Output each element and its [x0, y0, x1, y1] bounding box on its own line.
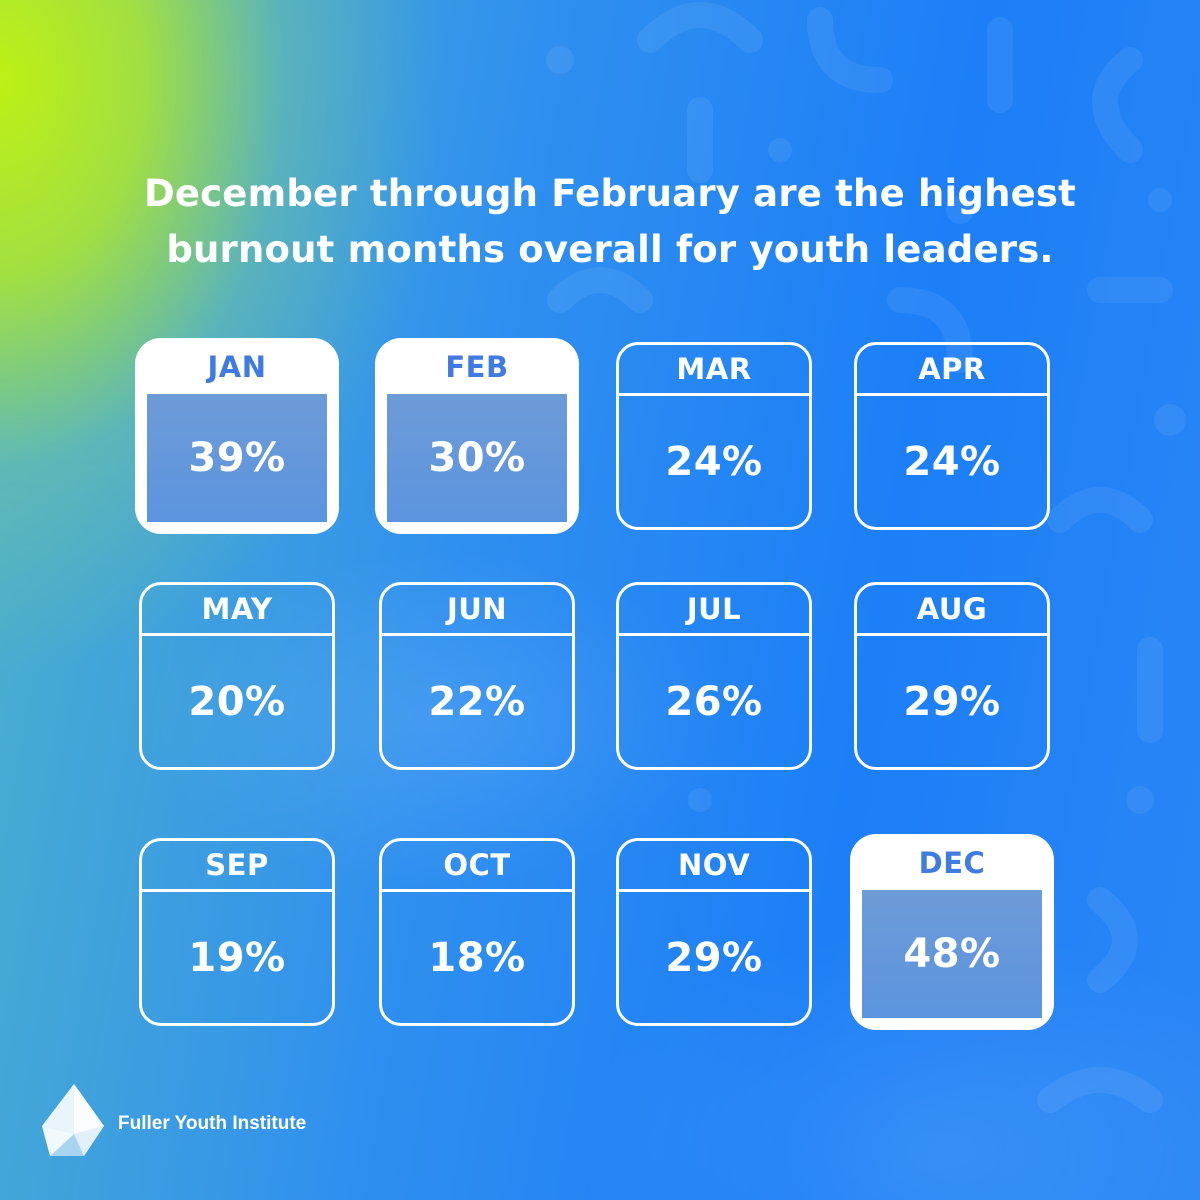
month-card-nov: NOV 29%	[616, 838, 812, 1026]
month-percentage: 48%	[862, 890, 1042, 1018]
month-label: OCT	[382, 841, 572, 892]
month-label: MAY	[142, 585, 332, 636]
month-card-feb: FEB 30%	[375, 338, 579, 534]
month-label: AUG	[857, 585, 1047, 636]
month-label: SEP	[142, 841, 332, 892]
page-title: December through February are the highes…	[143, 172, 1077, 271]
month-label: DEC	[918, 846, 986, 880]
month-card-mar: MAR 24%	[616, 342, 812, 530]
month-card-jul: JUL 26%	[616, 582, 812, 770]
month-percentage: 24%	[665, 438, 763, 485]
month-card-jun: JUN 22%	[379, 582, 575, 770]
month-label: MAR	[619, 345, 809, 396]
month-percentage: 29%	[903, 678, 1001, 725]
month-card-aug: AUG 29%	[854, 582, 1050, 770]
month-percentage: 19%	[188, 934, 286, 981]
month-percentage: 29%	[665, 934, 763, 981]
month-label: JAN	[207, 350, 267, 384]
month-card-may: MAY 20%	[139, 582, 335, 770]
month-label: FEB	[445, 350, 509, 384]
month-percentage: 24%	[903, 438, 1001, 485]
month-card-oct: OCT 18%	[379, 838, 575, 1026]
month-percentage: 30%	[387, 394, 567, 522]
month-card-apr: APR 24%	[854, 342, 1050, 530]
month-card-dec: DEC 48%	[850, 834, 1054, 1030]
brand-name: Fuller Youth Institute	[118, 1113, 307, 1134]
month-label: NOV	[619, 841, 809, 892]
month-label: APR	[857, 345, 1047, 396]
month-percentage: 22%	[428, 678, 526, 725]
month-card-jan: JAN 39%	[135, 338, 339, 534]
month-percentage: 18%	[428, 934, 526, 981]
month-card-sep: SEP 19%	[139, 838, 335, 1026]
month-label: JUL	[619, 585, 809, 636]
month-label: JUN	[382, 585, 572, 636]
month-percentage: 26%	[665, 678, 763, 725]
crystal-drop-logo-icon	[42, 1084, 104, 1156]
month-percentage: 20%	[188, 678, 286, 725]
month-percentage: 39%	[147, 394, 327, 522]
